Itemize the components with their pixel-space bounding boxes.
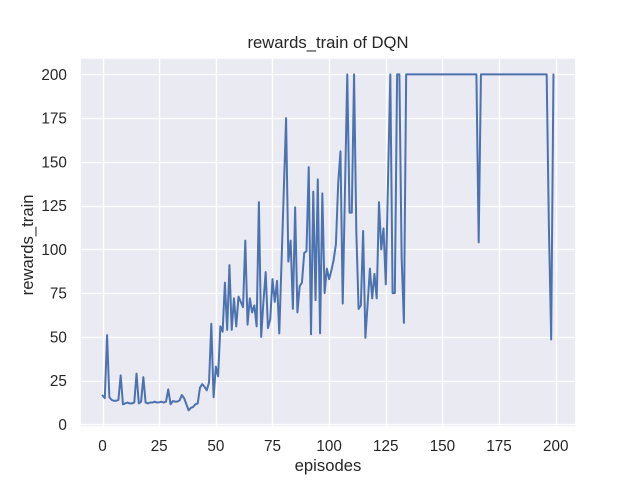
svg-text:0: 0 bbox=[58, 417, 67, 434]
svg-text:175: 175 bbox=[41, 111, 66, 128]
svg-text:0: 0 bbox=[98, 438, 107, 455]
svg-text:50: 50 bbox=[50, 329, 67, 346]
svg-text:100: 100 bbox=[41, 242, 66, 259]
svg-text:rewards_train of DQN: rewards_train of DQN bbox=[247, 33, 408, 52]
svg-text:175: 175 bbox=[486, 438, 511, 455]
svg-text:50: 50 bbox=[207, 438, 224, 455]
svg-text:75: 75 bbox=[50, 286, 67, 303]
svg-text:rewards_train: rewards_train bbox=[18, 194, 37, 295]
svg-text:150: 150 bbox=[430, 438, 455, 455]
svg-text:125: 125 bbox=[41, 198, 66, 215]
svg-text:150: 150 bbox=[41, 154, 66, 171]
svg-text:125: 125 bbox=[373, 438, 398, 455]
svg-text:episodes: episodes bbox=[295, 456, 362, 475]
svg-text:25: 25 bbox=[50, 373, 67, 390]
svg-text:200: 200 bbox=[543, 438, 568, 455]
svg-text:100: 100 bbox=[316, 438, 341, 455]
svg-text:25: 25 bbox=[151, 438, 168, 455]
svg-text:200: 200 bbox=[41, 67, 66, 84]
svg-text:75: 75 bbox=[264, 438, 281, 455]
